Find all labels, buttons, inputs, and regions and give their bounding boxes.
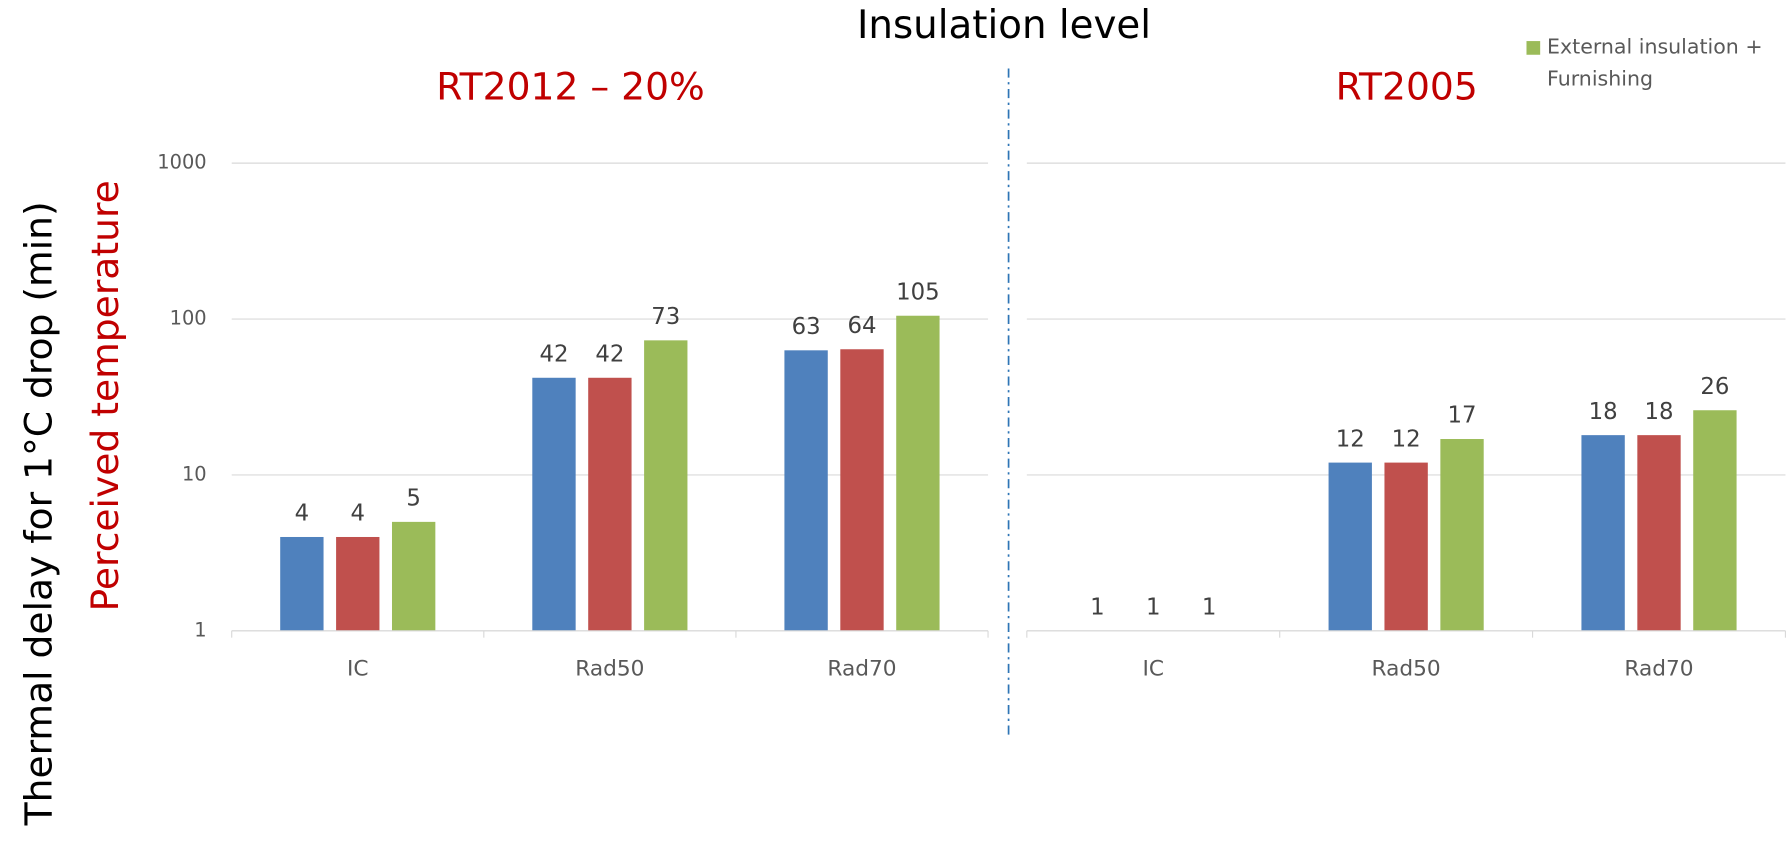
data-label: 18 bbox=[1644, 399, 1673, 425]
y-tick-label: 1 bbox=[194, 618, 206, 641]
bar bbox=[1637, 435, 1681, 631]
bar bbox=[840, 349, 884, 631]
x-tick-label: Rad70 bbox=[1624, 657, 1693, 682]
chart-title: RT2012 – 20% bbox=[436, 64, 704, 108]
x-tick-label: IC bbox=[347, 657, 369, 682]
x-tick-label: Rad50 bbox=[1372, 657, 1441, 682]
bar bbox=[391, 521, 436, 631]
y-tick-label: 1000 bbox=[157, 151, 206, 174]
bar bbox=[1440, 439, 1484, 631]
data-label: 1 bbox=[1146, 595, 1161, 621]
y-tick-label: 100 bbox=[170, 307, 207, 330]
data-label: 1 bbox=[1090, 595, 1105, 621]
bar bbox=[1581, 435, 1625, 631]
data-label: 12 bbox=[1336, 426, 1365, 452]
data-label: 12 bbox=[1392, 426, 1421, 452]
bar bbox=[896, 315, 940, 631]
bar bbox=[336, 536, 380, 631]
legend-label: External insulation + Furnishing bbox=[1547, 35, 1763, 92]
bar bbox=[1384, 462, 1428, 631]
data-label: 17 bbox=[1448, 403, 1477, 429]
x-tick-label: IC bbox=[1143, 657, 1165, 682]
data-label: 105 bbox=[896, 279, 940, 305]
main-title: Insulation level bbox=[857, 3, 1151, 48]
data-label: 4 bbox=[295, 501, 310, 527]
y-tick-label: 10 bbox=[182, 462, 207, 485]
data-label: 42 bbox=[595, 341, 624, 367]
bar bbox=[280, 536, 324, 631]
y-axis-sublabel: Perceived temperature bbox=[83, 180, 127, 611]
data-label: 63 bbox=[792, 314, 821, 340]
bar bbox=[532, 377, 576, 631]
data-label: 64 bbox=[847, 313, 876, 339]
x-tick-label: Rad70 bbox=[827, 657, 896, 682]
bar bbox=[644, 340, 688, 631]
bar bbox=[588, 377, 632, 631]
data-label: 1 bbox=[1202, 595, 1217, 621]
data-label: 26 bbox=[1700, 374, 1729, 400]
data-label: 5 bbox=[406, 486, 421, 512]
data-label: 4 bbox=[351, 501, 366, 527]
y-axis-label: Thermal delay for 1°C drop (min) bbox=[17, 201, 61, 826]
data-label: 73 bbox=[651, 304, 680, 330]
legend-swatch bbox=[1526, 41, 1541, 55]
data-label: 42 bbox=[539, 341, 568, 367]
chart-title: RT2005 bbox=[1336, 64, 1478, 108]
data-label: 18 bbox=[1589, 399, 1618, 425]
legend: External insulation + Furnishing bbox=[1547, 35, 1763, 92]
bar bbox=[1693, 410, 1737, 631]
x-tick-label: Rad50 bbox=[575, 657, 644, 682]
bar bbox=[784, 350, 828, 631]
bar bbox=[1328, 462, 1372, 631]
